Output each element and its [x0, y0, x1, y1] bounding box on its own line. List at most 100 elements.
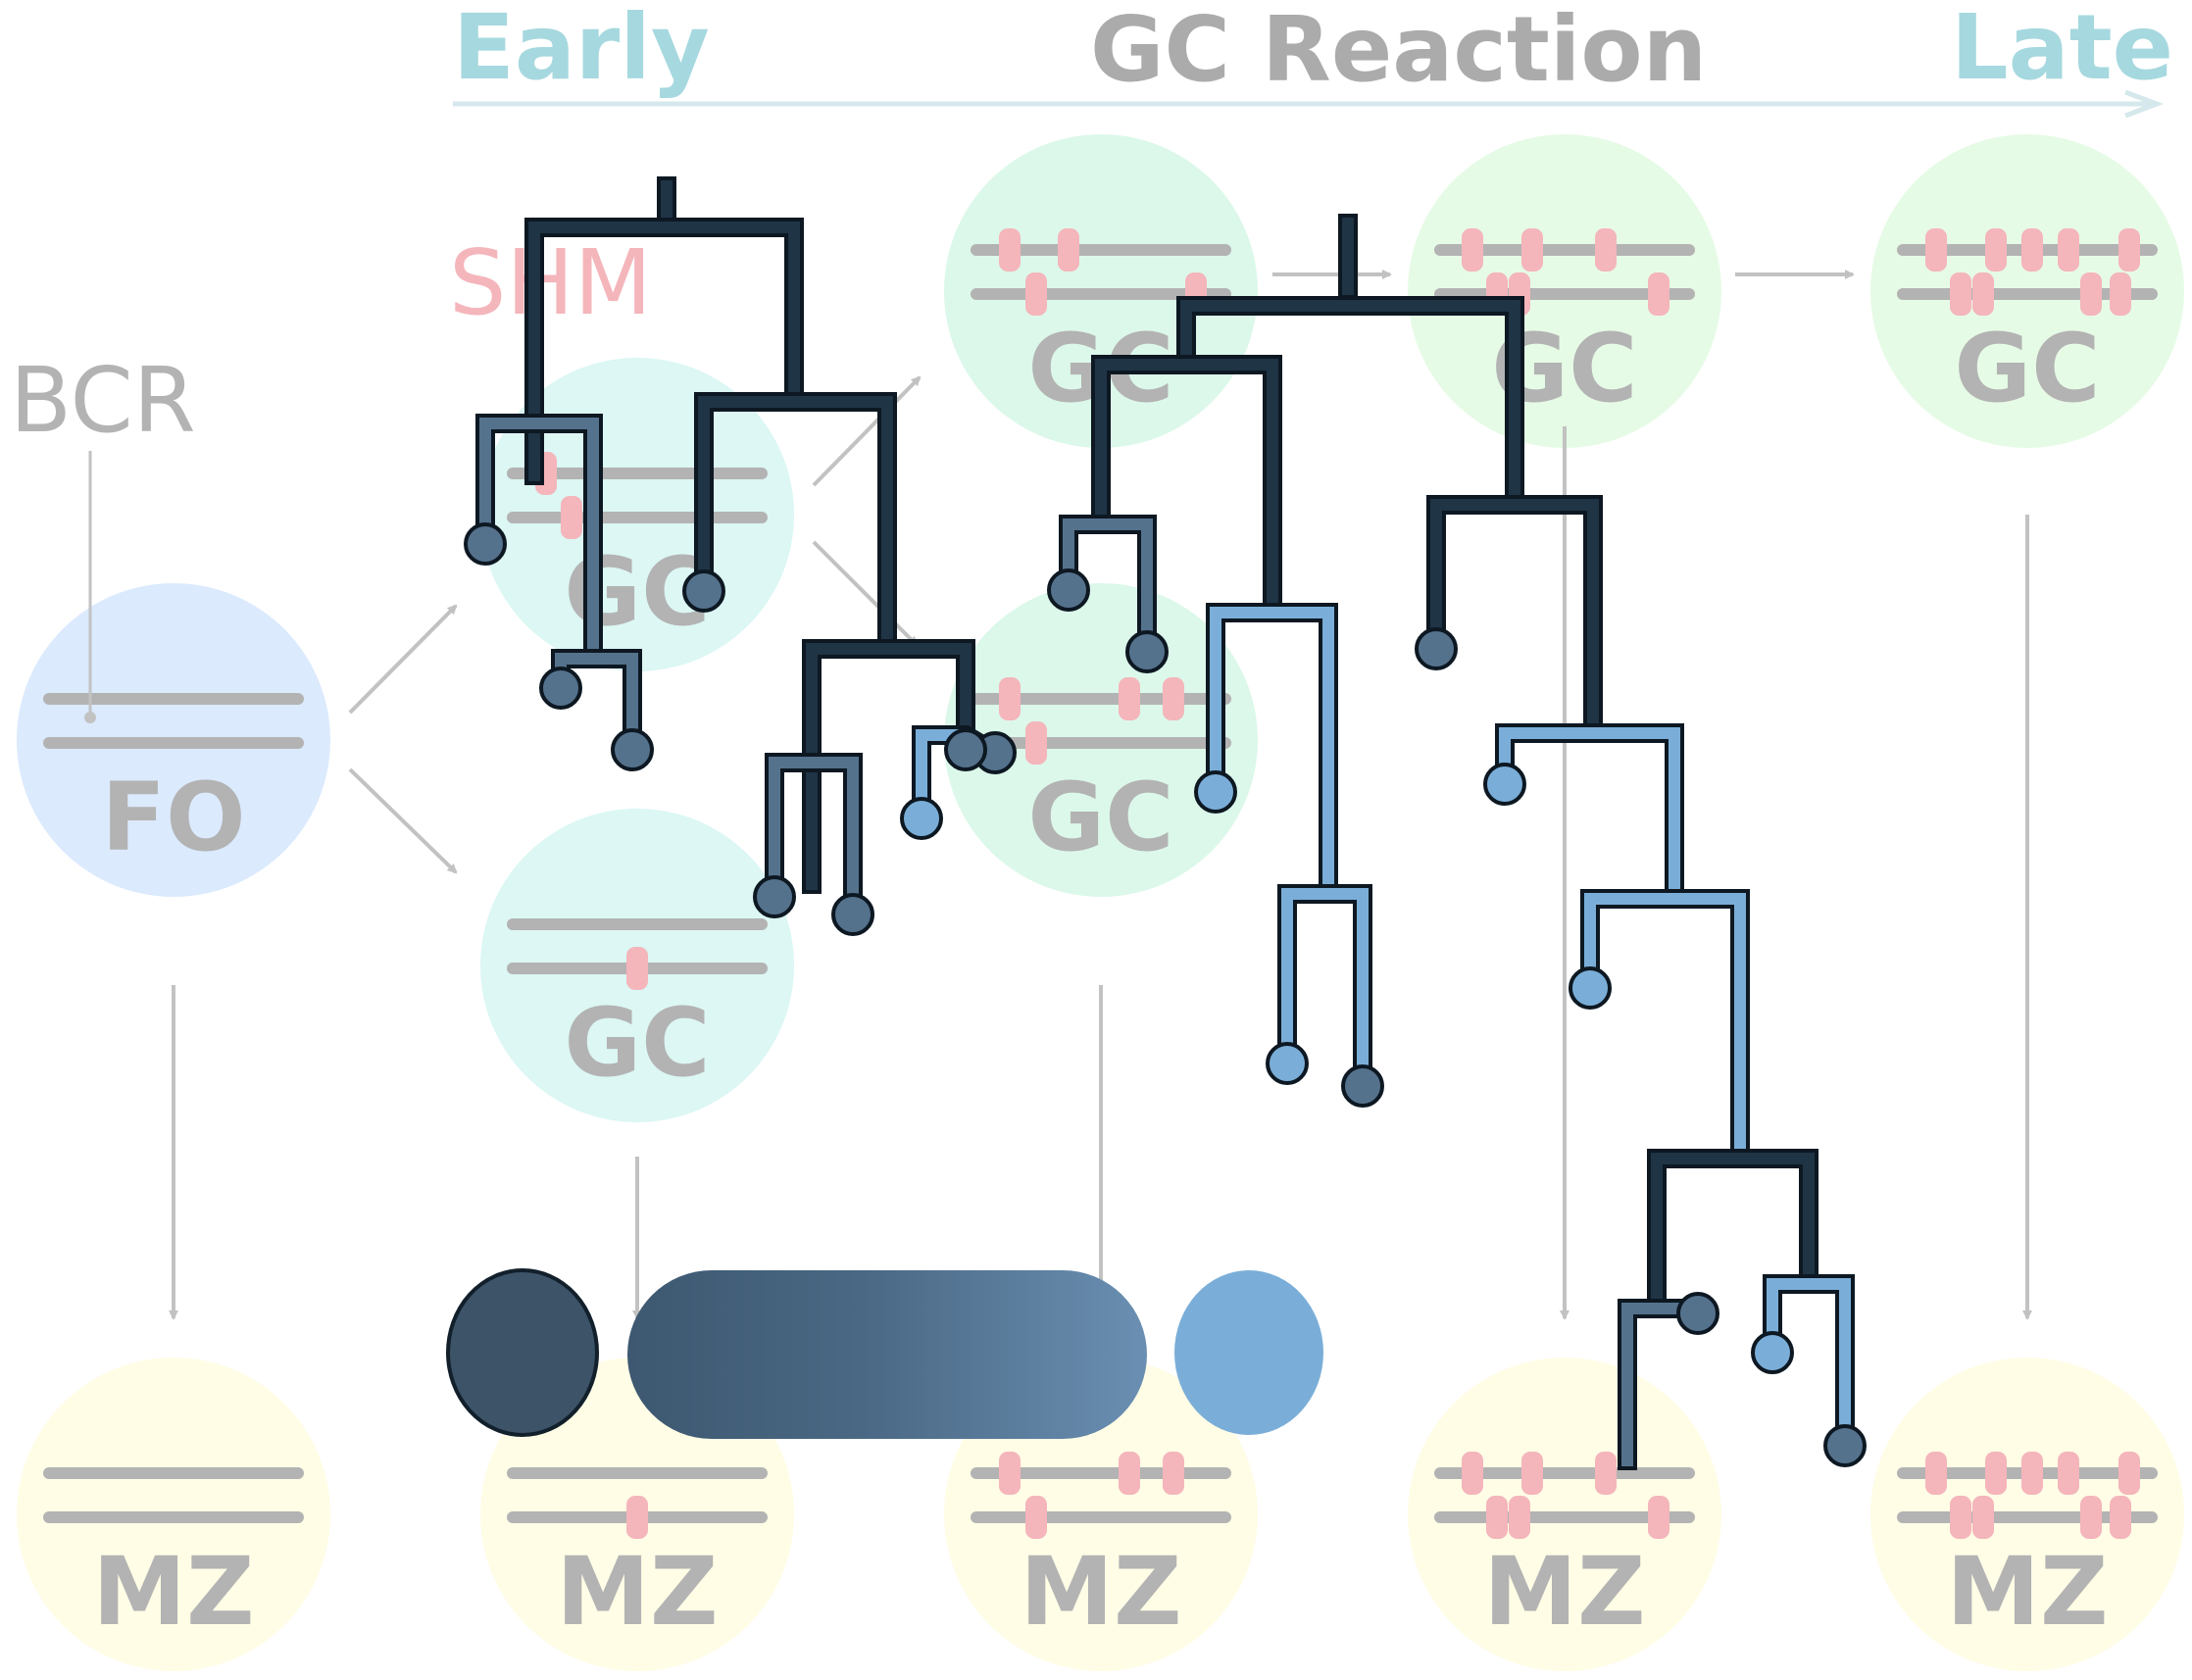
tree-leaf — [1483, 763, 1526, 806]
mz-3-cell-label: MZ — [1020, 1537, 1181, 1647]
tree-leaf — [682, 569, 725, 613]
legend-light-circle — [1174, 1270, 1323, 1435]
arrow-icon — [812, 375, 922, 487]
mutation-marker-icon — [2110, 1496, 2131, 1539]
late-label: Late — [1951, 0, 2173, 100]
mutation-marker-icon — [2058, 228, 2079, 272]
tree-leaf — [831, 893, 874, 936]
early-label: Early — [453, 0, 710, 100]
tree-leaf — [1676, 1292, 1719, 1335]
right-tree-step-2 — [1584, 893, 1746, 1164]
left-tree-mid-branch — [698, 396, 893, 655]
timeline-header: Early GC Reaction Late — [453, 0, 2173, 119]
right-tree-step-4 — [1621, 1303, 1704, 1466]
mutation-marker-icon — [1985, 228, 2007, 272]
right-tree-mid-branch — [1210, 607, 1334, 900]
mutation-marker-icon — [1972, 272, 1994, 316]
gc-mid-b-cell-label: GC — [1027, 763, 1173, 872]
right-tree-step-1-outline — [1495, 723, 1684, 909]
right-tree-low-branch — [1281, 888, 1369, 1092]
gc-early-b-cell: GC — [480, 809, 794, 1122]
right-tree-left-sub — [1063, 519, 1153, 658]
mutation-marker-icon — [1119, 677, 1140, 720]
mutation-marker-icon — [626, 947, 648, 990]
tree-leaf — [944, 728, 987, 771]
right-tree-step-5 — [1767, 1278, 1851, 1452]
mz-4-cell-label: MZ — [1483, 1537, 1645, 1647]
tree-leaf — [1125, 630, 1169, 673]
mutation-marker-icon — [1058, 228, 1079, 272]
mutation-marker-icon — [1972, 1496, 1994, 1539]
fo-cell-label: FO — [101, 763, 245, 872]
tree-leaf — [611, 728, 654, 771]
gc-early-b-cell-label: GC — [564, 988, 710, 1098]
right-tree-right-branch-outline — [1426, 495, 1603, 743]
tree-leaf — [753, 875, 796, 918]
tree-leaf — [1266, 1042, 1309, 1085]
legend-gradient-bar — [627, 1270, 1147, 1439]
mz-5-cell: MZ — [1870, 1358, 2184, 1671]
shm-label: SHM — [449, 230, 652, 335]
mutation-marker-icon — [1486, 1496, 1508, 1539]
right-tree-left-branch — [1095, 359, 1278, 618]
mutation-marker-icon — [561, 496, 582, 539]
mutation-marker-icon — [2021, 228, 2043, 272]
mutation-marker-icon — [1950, 272, 1971, 316]
mutation-marker-icon — [1925, 1452, 1947, 1495]
mutation-marker-icon — [1985, 1452, 2007, 1495]
right-tree-step-2-outline — [1580, 889, 1750, 1168]
bcr-pointer-dot — [84, 712, 96, 723]
mutation-marker-icon — [2080, 272, 2102, 316]
tree-leaf — [1751, 1331, 1794, 1374]
mutation-marker-icon — [1595, 1452, 1617, 1495]
fo-cell: FO — [17, 583, 330, 897]
tree-leaf — [1823, 1424, 1867, 1467]
right-tree-right-branch — [1430, 499, 1599, 739]
gc-reaction-title: GC Reaction — [1090, 0, 1707, 102]
mutation-marker-icon — [1521, 1452, 1543, 1495]
mutation-marker-icon — [2080, 1496, 2102, 1539]
mutation-marker-icon — [1025, 272, 1047, 316]
tree-leaf — [464, 522, 507, 566]
mutation-marker-icon — [999, 677, 1021, 720]
tree-leaf — [1569, 966, 1612, 1010]
gc-late-b-cell-label: GC — [1954, 314, 2100, 423]
mutation-marker-icon — [2110, 272, 2131, 316]
tree-leaf — [1194, 770, 1237, 814]
timeline-arrow-icon — [2124, 89, 2165, 119]
mutation-marker-icon — [999, 228, 1021, 272]
mutation-marker-icon — [1925, 228, 1947, 272]
mutation-marker-icon — [1950, 1496, 1971, 1539]
gc-late-b-cell: GC — [1870, 134, 2184, 448]
tree-leaf — [900, 797, 943, 840]
left-tree-sub-branch — [769, 757, 859, 920]
mutation-marker-icon — [999, 1452, 1021, 1495]
mutation-marker-icon — [1648, 272, 1669, 316]
mutation-marker-icon — [1462, 1452, 1483, 1495]
tree-leaf — [1047, 568, 1090, 612]
bcr-label: BCR — [10, 348, 196, 453]
mutation-marker-icon — [1595, 228, 1617, 272]
tree-leaf — [539, 667, 582, 710]
mutation-marker-icon — [1119, 1452, 1140, 1495]
mutation-marker-icon — [1025, 1496, 1047, 1539]
mutation-marker-icon — [2058, 1452, 2079, 1495]
left-tree-top-branch — [528, 222, 800, 481]
right-tree-top-branch — [1180, 300, 1520, 511]
mutation-marker-icon — [2021, 1452, 2043, 1495]
color-legend — [446, 1268, 1323, 1439]
lineage-tree — [464, 176, 1867, 1470]
mutation-marker-icon — [1163, 677, 1184, 720]
right-tree-step-1 — [1499, 727, 1680, 905]
mutation-marker-icon — [1163, 1452, 1184, 1495]
mutation-marker-icon — [1462, 228, 1483, 272]
mz-5-cell-label: MZ — [1946, 1537, 2108, 1647]
mz-1-cell: MZ — [17, 1358, 330, 1671]
tree-leaf — [1415, 627, 1458, 670]
gc-mid-b-cell: GC — [944, 583, 1258, 897]
legend-dark-circle — [446, 1268, 599, 1437]
mutation-marker-icon — [1648, 1496, 1669, 1539]
right-tree-step-3 — [1651, 1153, 1815, 1314]
